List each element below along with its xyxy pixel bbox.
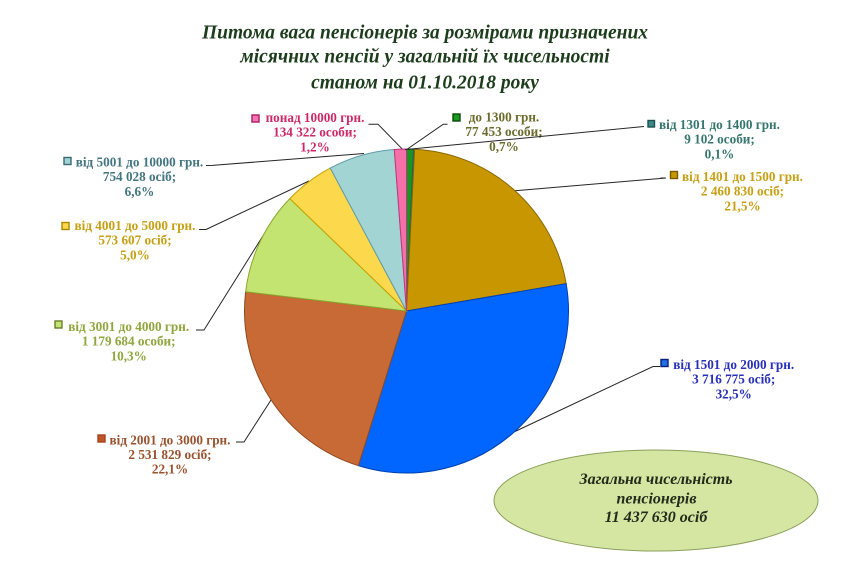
svg-text:від 3001 до 4000 грн.: від 3001 до 4000 грн. [68,319,189,334]
svg-text:2 460 830 осіб;: 2 460 830 осіб; [701,184,784,199]
svg-text:5,0%: 5,0% [120,247,150,262]
svg-text:від 1401 до 1500 грн.: від 1401 до 1500 грн. [682,169,803,184]
svg-text:0,7%: 0,7% [489,139,519,154]
svg-text:Загальна чисельність: Загальна чисельність [578,471,732,488]
svg-text:від 2001 до 3000 грн.: від 2001 до 3000 грн. [110,432,231,447]
svg-text:21,5%: 21,5% [724,198,760,213]
svg-text:місячних пенсій у загальній їх: місячних пенсій у загальній їх чисельнос… [239,47,610,68]
svg-text:2 531 829 осіб;: 2 531 829 осіб; [128,447,211,462]
svg-text:Питома вага пенсіонерів за роз: Питома вага пенсіонерів за розмірами при… [201,23,648,44]
svg-text:0,1%: 0,1% [705,146,735,161]
svg-text:1 179 684 особи;: 1 179 684 особи; [82,334,176,349]
svg-text:пенсіонерів: пенсіонерів [616,491,696,508]
svg-text:до 1300 грн.: до 1300 грн. [469,110,539,125]
svg-text:134 322 особи;: 134 322 особи; [273,125,357,140]
svg-text:від 4001 до 5000 грн.: від 4001 до 5000 грн. [75,218,196,233]
svg-text:1,2%: 1,2% [300,139,330,154]
svg-text:573 607 осіб;: 573 607 осіб; [98,233,171,248]
svg-text:22,1%: 22,1% [152,462,188,477]
svg-text:754 028 осіб;: 754 028 осіб; [103,169,176,184]
svg-text:3 716 775 осіб;: 3 716 775 осіб; [692,372,775,387]
svg-text:10,3%: 10,3% [111,348,147,363]
svg-text:станом на 01.10.2018 року: станом на 01.10.2018 року [311,73,539,94]
svg-text:32,5%: 32,5% [716,386,752,401]
svg-text:6,6%: 6,6% [125,184,155,199]
svg-text:від 1501 до 2000 грн.: від 1501 до 2000 грн. [673,357,794,372]
svg-text:понад 10000 грн.: понад 10000 грн. [266,110,365,125]
svg-text:9 102 особи;: 9 102 особи; [684,132,755,147]
svg-text:від 5001 до 10000 грн.: від 5001 до 10000 грн. [76,155,203,170]
svg-text:від 1301 до 1400 грн.: від 1301 до 1400 грн. [659,117,780,132]
svg-text:77 453 особи;: 77 453 особи; [465,124,542,139]
svg-text:11 437 630 осіб: 11 437 630 осіб [605,509,709,526]
